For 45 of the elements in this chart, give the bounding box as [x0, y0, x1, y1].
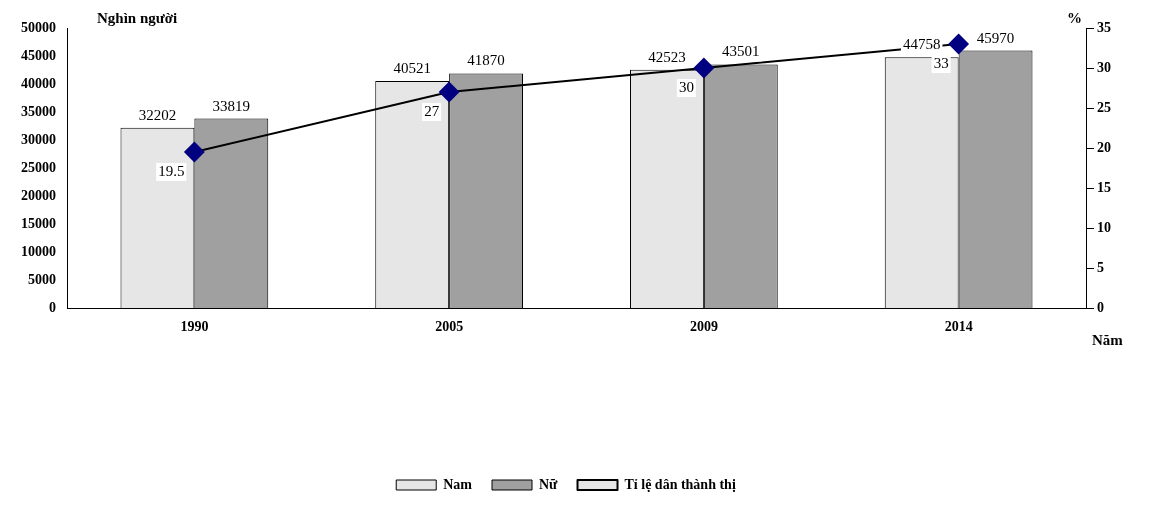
data-label: 32202 [138, 106, 177, 123]
y-tick-label: 5000 [28, 271, 56, 287]
y-tick-label: 50000 [21, 19, 56, 35]
y2-tick-label: 5 [1097, 259, 1104, 275]
y-tick-label: 40000 [21, 75, 56, 91]
x-tick-label: 2009 [689, 319, 718, 335]
x-tick-label: 1990 [180, 319, 209, 335]
legend-label: Nữ [539, 476, 559, 492]
point [439, 82, 460, 102]
y2-tick-label: 0 [1097, 299, 1104, 315]
data-label: 40521 [393, 60, 431, 77]
point [693, 58, 714, 78]
y-tick-label: 20000 [21, 187, 56, 203]
data-label: 33 [933, 54, 949, 71]
y-tick-label: 10000 [21, 243, 56, 259]
y-tick-label: 30000 [21, 131, 56, 147]
y2-tick-label: 35 [1097, 19, 1111, 35]
data-label: 44758 [902, 36, 941, 53]
x-tick-label: 2005 [435, 319, 464, 335]
y2-tick-label: 20 [1097, 139, 1111, 155]
y-tick-label: 35000 [21, 103, 56, 119]
legend-label: Nam [443, 476, 473, 492]
point [184, 142, 205, 162]
y-tick-label: 45000 [21, 47, 56, 63]
data-label: 45970 [976, 29, 1015, 46]
y-tick-label: 15000 [21, 215, 56, 231]
legend-label: Tỉ lệ dân thành thị [624, 476, 736, 492]
data-label: 41870 [467, 52, 505, 69]
y2-axis-title: % [1067, 10, 1082, 27]
point [948, 34, 969, 54]
y-tick-label: 0 [49, 299, 56, 315]
data-label: 30 [678, 78, 694, 95]
data-label: 43501 [722, 43, 760, 60]
y2-tick-label: 30 [1097, 59, 1111, 75]
y2-tick-label: 25 [1097, 99, 1111, 115]
data-label: 19.5 [158, 162, 185, 179]
y2-tick-label: 15 [1097, 179, 1111, 195]
data-label: 33819 [212, 97, 251, 114]
y-axis-title: Nghìn người [97, 10, 178, 27]
x-tick-label: 2014 [944, 319, 973, 335]
data-label: 27 [424, 102, 440, 119]
x-axis-title: Năm [1092, 332, 1124, 349]
y2-tick-label: 10 [1097, 219, 1111, 235]
data-label: 42523 [648, 48, 686, 65]
y-tick-label: 25000 [21, 159, 56, 175]
